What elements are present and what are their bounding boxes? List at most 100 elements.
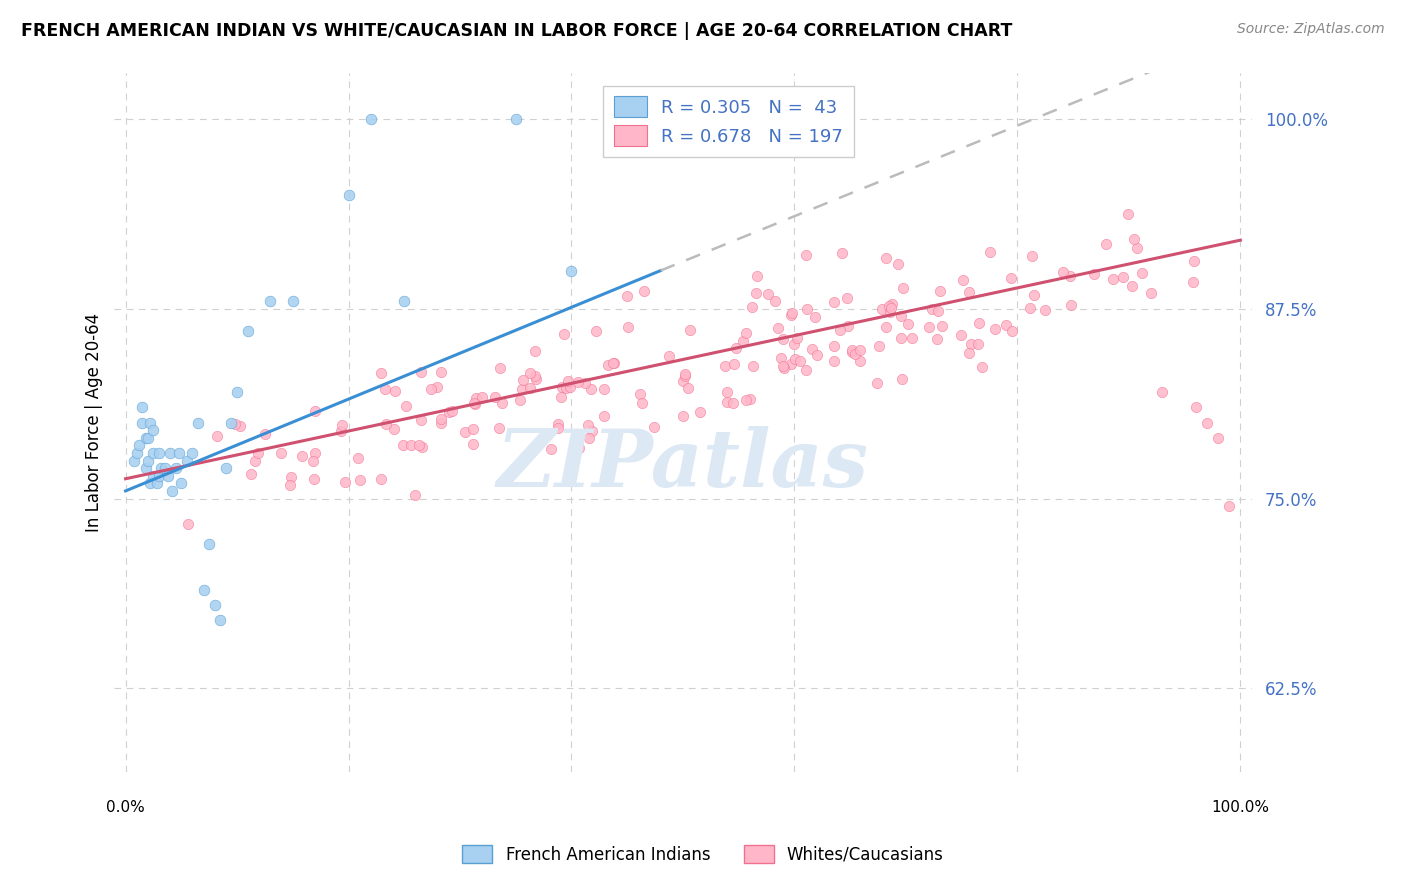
Point <box>1000 271 1022 285</box>
Point <box>882 297 904 311</box>
Point <box>745 269 768 284</box>
Point <box>1125 241 1147 255</box>
Point <box>979 244 1001 259</box>
Point <box>519 381 541 395</box>
Point <box>835 291 858 305</box>
Point <box>125 446 148 460</box>
Point <box>131 401 153 415</box>
Point <box>866 376 889 390</box>
Point <box>304 404 326 418</box>
Point <box>170 476 193 491</box>
Point <box>585 324 607 338</box>
Point <box>441 403 464 417</box>
Point <box>226 385 249 400</box>
Point <box>794 363 817 377</box>
Point <box>128 438 150 452</box>
Point <box>877 299 900 313</box>
Point <box>689 405 711 419</box>
Point <box>1102 272 1125 286</box>
Point <box>329 424 352 438</box>
Point <box>426 379 449 393</box>
Point <box>238 324 260 338</box>
Point <box>579 383 602 397</box>
Point <box>551 380 574 394</box>
Point <box>430 365 453 379</box>
Point <box>198 537 221 551</box>
Point <box>897 317 920 331</box>
Point <box>756 286 779 301</box>
Point <box>181 446 204 460</box>
Point <box>1021 250 1043 264</box>
Point <box>872 302 894 317</box>
Text: 100.0%: 100.0% <box>1212 800 1270 815</box>
Point <box>592 409 614 424</box>
Point <box>374 417 396 431</box>
Point <box>204 598 226 612</box>
Point <box>148 468 170 483</box>
Point <box>891 281 914 295</box>
Point <box>553 326 575 341</box>
Point <box>716 395 738 409</box>
Point <box>270 446 292 460</box>
Point <box>558 380 581 394</box>
Point <box>841 343 863 358</box>
Point <box>523 369 546 384</box>
Point <box>484 390 506 404</box>
Point <box>1182 275 1205 289</box>
Point <box>581 424 603 438</box>
Point <box>346 451 368 466</box>
Point <box>949 328 972 343</box>
Point <box>1060 298 1083 312</box>
Point <box>177 516 200 531</box>
Point <box>395 399 418 413</box>
Point <box>984 322 1007 336</box>
Point <box>302 472 325 486</box>
Point <box>411 365 433 379</box>
Point <box>510 382 533 396</box>
Point <box>411 440 433 454</box>
Text: ZIPatlas: ZIPatlas <box>496 425 869 503</box>
Point <box>837 318 859 333</box>
Point <box>679 323 702 337</box>
Point <box>1206 431 1229 445</box>
Point <box>547 421 569 435</box>
Point <box>823 294 845 309</box>
Point <box>927 304 949 318</box>
Point <box>724 341 747 355</box>
Point <box>394 293 416 308</box>
Point <box>766 320 789 334</box>
Point <box>135 461 157 475</box>
Point <box>806 348 828 362</box>
Point <box>887 257 910 271</box>
Point <box>568 441 591 455</box>
Point <box>259 293 281 308</box>
Point <box>966 336 988 351</box>
Y-axis label: In Labor Force | Age 20-64: In Labor Force | Age 20-64 <box>86 313 103 533</box>
Point <box>1116 207 1139 221</box>
Point <box>142 468 165 483</box>
Point <box>603 356 626 370</box>
Point <box>337 187 360 202</box>
Point <box>789 354 811 368</box>
Point <box>831 245 853 260</box>
Point <box>370 471 392 485</box>
Point <box>1033 302 1056 317</box>
Point <box>875 320 897 334</box>
Point <box>849 343 872 357</box>
Point <box>868 339 890 353</box>
Point <box>150 461 173 475</box>
Point <box>1184 401 1206 415</box>
Point <box>280 470 302 484</box>
Point <box>519 366 541 380</box>
Point <box>224 417 246 431</box>
Point <box>429 412 451 426</box>
Point <box>567 375 589 389</box>
Point <box>162 483 184 498</box>
Point <box>1130 266 1153 280</box>
Point <box>454 425 477 439</box>
Point <box>349 473 371 487</box>
Point <box>1019 301 1042 316</box>
Point <box>555 381 578 395</box>
Point <box>159 446 181 460</box>
Point <box>969 316 991 330</box>
